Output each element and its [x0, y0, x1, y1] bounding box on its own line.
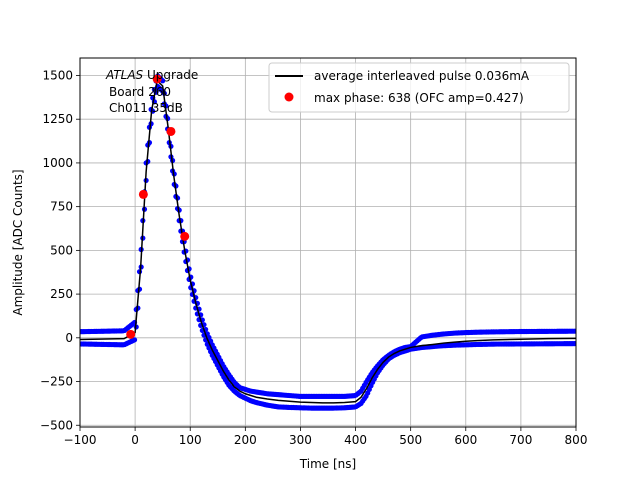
x-tick-label: −100	[64, 433, 97, 447]
x-tick-label: 500	[399, 433, 422, 447]
y-tick-label: −500	[40, 418, 73, 432]
band-point	[573, 328, 576, 334]
annotation-line-2: Board 260	[109, 85, 171, 99]
max-phase-point	[126, 329, 136, 339]
y-tick-label: 1500	[42, 68, 73, 82]
x-tick-label: 0	[131, 433, 139, 447]
band-point	[573, 340, 576, 347]
legend-max-phase-label: max phase: 638 (OFC amp=0.427)	[314, 91, 524, 105]
x-tick-label: 600	[454, 433, 477, 447]
annotation-line-1: ATLAS Upgrade	[105, 68, 198, 82]
x-tick-label: 700	[509, 433, 532, 447]
x-tick-label: 100	[179, 433, 202, 447]
average-pulse-line	[80, 79, 576, 404]
x-axis-ticks: −100 0 100 200 300 400 500 600 700 800	[64, 427, 588, 447]
legend-average-pulse-label: average interleaved pulse 0.036mA	[314, 69, 530, 83]
legend-red-marker	[284, 92, 294, 102]
annotation-atlas: ATLAS	[105, 68, 144, 82]
max-phase-point	[166, 126, 176, 136]
annotation-upgrade: Upgrade	[143, 68, 198, 82]
y-tick-label: 750	[50, 200, 73, 214]
y-tick-label: −250	[40, 375, 73, 389]
max-phase-points	[126, 74, 190, 339]
max-phase-point	[152, 74, 162, 84]
max-phase-point	[180, 231, 190, 241]
y-axis-label: Amplitude [ADC Counts]	[11, 169, 25, 315]
x-tick-label: 800	[565, 433, 588, 447]
y-tick-label: 500	[50, 243, 73, 257]
band-point	[131, 337, 138, 343]
y-tick-label: 1000	[42, 156, 73, 170]
x-tick-label: 300	[289, 433, 312, 447]
average-pulse-layer	[80, 79, 576, 404]
annotation-line-3: Ch011 35dB	[109, 101, 183, 115]
axes-frame	[79, 57, 577, 428]
x-tick-label: 200	[234, 433, 257, 447]
x-tick-label: 400	[344, 433, 367, 447]
y-tick-label: 1250	[42, 112, 73, 126]
y-tick-label: 250	[50, 287, 73, 301]
atlas-annotation: ATLAS Upgrade Board 260 Ch011 35dB	[105, 68, 198, 115]
y-axis-ticks: −500 −250 0 250 500 750 1000 1250 1500	[40, 68, 80, 432]
legend: average interleaved pulse 0.036mA max ph…	[268, 62, 570, 113]
y-tick-label: 0	[65, 331, 73, 345]
max-phase-point	[138, 189, 148, 199]
legend-box	[268, 62, 570, 113]
x-axis-label: Time [ns]	[299, 457, 356, 471]
